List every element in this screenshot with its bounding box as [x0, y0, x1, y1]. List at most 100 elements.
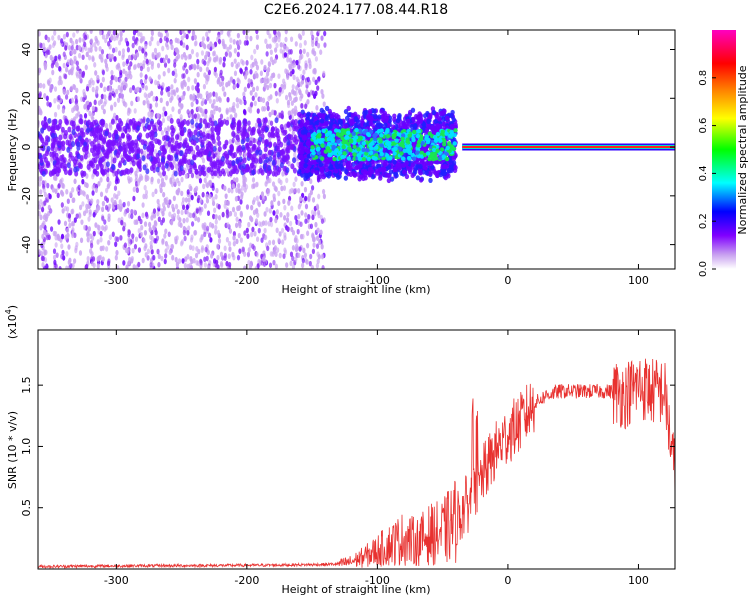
spectrogram-cell [89, 30, 93, 34]
spectrogram-cell [187, 225, 191, 232]
spectrogram-cell [212, 213, 216, 220]
spectrogram-cell [201, 111, 205, 117]
spectrogram-cell [45, 135, 50, 142]
spectrogram-cell [76, 141, 81, 148]
spectrogram-cell [316, 258, 320, 265]
spectrogram-cell [271, 170, 276, 177]
spectrogram-cell [154, 96, 159, 102]
spectrogram-cell [316, 227, 320, 234]
spectrogram-cell [170, 243, 174, 250]
spectrogram-cell [132, 35, 136, 42]
spectrogram-cell [303, 175, 308, 182]
spectrogram-cell [83, 224, 87, 231]
spectrogram-cell [100, 93, 104, 100]
spectrogram-cell [201, 36, 205, 42]
spectrogram-cell [224, 193, 228, 199]
spectrogram-cell [116, 123, 121, 130]
spectrogram-cell [148, 226, 152, 232]
spectrogram-cell [179, 165, 184, 172]
spectrogram-cell [47, 36, 51, 43]
spectrogram-cell [211, 196, 215, 203]
spectrogram-cell [189, 95, 193, 101]
spectrogram-cell [216, 243, 220, 250]
spectrogram-cell [283, 52, 288, 58]
spectrogram-cell [101, 215, 105, 222]
spectrogram-cell [195, 51, 199, 58]
spectrogram-cell [171, 70, 175, 77]
spectrogram-cell [101, 34, 106, 40]
spectrogram-cell [242, 108, 247, 115]
spectrogram-cell [240, 194, 244, 200]
spectrogram-cell [239, 67, 243, 74]
spectrogram-cell [217, 203, 221, 210]
spectrogram-cell [155, 52, 159, 58]
spectrogram-cell [49, 157, 54, 163]
spectrogram-cell [62, 51, 66, 58]
spectrogram-cell [70, 59, 74, 65]
spectrogram-cell [149, 103, 153, 109]
spectrogram-cell [232, 39, 236, 45]
spectrogram-cell [55, 252, 59, 258]
spectrogram-cell [59, 179, 63, 185]
spectrogram-cell [268, 239, 272, 246]
spectrogram-cell [114, 254, 118, 261]
spectrogram-cell [186, 109, 190, 115]
spectrogram-cell [86, 119, 91, 126]
spectrogram-cell [449, 113, 454, 119]
spectrogram-cell [245, 227, 249, 234]
spectrogram-cell [205, 31, 209, 38]
spectrogram-cell [143, 78, 148, 85]
spectrogram-cell [294, 138, 299, 145]
spectrogram-cell [209, 41, 213, 47]
spectrogram-cell [51, 35, 55, 41]
spectrogram-cell [280, 126, 285, 133]
spectrogram-cell [206, 166, 211, 173]
spectrogram-cell [303, 186, 308, 193]
spectrogram-cell [90, 113, 94, 120]
spectrogram-cell [101, 200, 105, 207]
spectrogram-cell [193, 113, 197, 119]
spectrogram-cell [76, 153, 81, 160]
spectrogram-cell [79, 127, 84, 134]
spectrogram-cell [212, 50, 217, 57]
spectrogram-cell [297, 64, 301, 70]
spectrogram-cell [152, 96, 156, 102]
spectrogram-cell [85, 207, 89, 214]
spectrogram-cell [189, 212, 193, 219]
spectrogram-cell [127, 260, 131, 266]
spectrogram-cell [320, 253, 325, 260]
spectrogram-cell [266, 30, 270, 36]
spectrogram-cell [43, 93, 47, 99]
spectrogram-cell [140, 36, 144, 42]
spectrogram-cell [161, 217, 166, 223]
spectrogram-cell [250, 101, 254, 108]
spectrogram-cell [267, 165, 272, 172]
spectrogram-cell [210, 253, 214, 259]
spectrogram-cell [115, 114, 119, 121]
spectrogram-cell [224, 199, 228, 206]
spectrogram-cell [169, 177, 173, 183]
spectrogram-cell [43, 249, 47, 255]
spectrogram-cell [117, 84, 121, 91]
spectrogram-cell [236, 44, 241, 51]
spectrogram-cell [144, 43, 148, 50]
spectrogram-cell [213, 170, 218, 177]
spectrogram-cell [126, 168, 131, 175]
spectrogram-cell [170, 44, 174, 51]
spectrogram-cell [97, 224, 101, 231]
spectrogram-cell [89, 77, 94, 84]
spectrogram-cell [140, 224, 144, 231]
spectrogram-cell [323, 42, 327, 48]
spectrogram-cell [185, 217, 189, 223]
spectrogram-cell [42, 229, 47, 236]
spectrogram-cell [175, 149, 180, 156]
spectrogram-cell [163, 58, 167, 64]
spectrogram-cell [304, 195, 308, 202]
spectrogram-cell [317, 239, 322, 246]
spectrogram-cell [99, 245, 103, 252]
spectrogram-cell [44, 150, 49, 157]
spectrogram-cell [92, 211, 96, 218]
spectrogram-cell [38, 30, 41, 37]
spectrogram-cell [204, 113, 208, 120]
spectrogram-cell [192, 95, 196, 102]
